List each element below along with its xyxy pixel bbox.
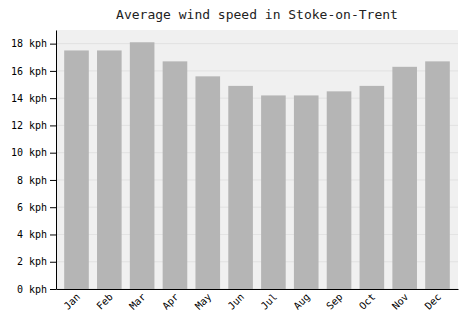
x-tick: Oct [357,291,378,312]
y-tick-label: 2 kph [17,256,47,267]
y-tick-mark [50,262,56,263]
y-tick: 2 kph [17,256,56,267]
x-axis-line [57,289,459,290]
x-tick-label: Feb [94,291,115,312]
bar [261,95,286,289]
grid [56,44,458,289]
plot-background [56,30,458,289]
x-tick: Jun [226,291,247,312]
y-tick-mark [50,234,56,235]
x-tick-label: Aug [291,291,312,312]
chart-root: 0 kph 2 kph 4 kph 6 kph 8 kph 10 kph 12 kph 14 … [0,0,474,331]
plot: 0 kph 2 kph 4 kph 6 kph 8 kph 10 kph 12 kph 14 … [11,30,459,312]
bar [163,61,188,289]
y-tick-label: 10 kph [11,147,47,158]
y-tick: 12 kph [11,120,56,131]
x-tick-label: Jun [226,291,247,312]
bar [294,95,319,289]
bar [64,50,89,289]
y-tick-mark [50,207,56,208]
bar [425,61,450,289]
y-axis: 0 kph 2 kph 4 kph 6 kph 8 kph 10 kph 12 kph 14 … [11,31,57,295]
y-tick-label: 6 kph [17,202,47,213]
bars [64,42,450,289]
bar [228,86,253,289]
y-tick-mark [50,125,56,126]
y-tick-label: 0 kph [17,284,47,295]
y-tick-mark [50,289,56,290]
x-tick-label: Apr [160,291,181,312]
x-tick-label: Sep [324,291,345,312]
y-tick-label: 16 kph [11,66,47,77]
y-tick-mark [50,180,56,181]
y-tick-label: 12 kph [11,120,47,131]
y-tick: 16 kph [11,66,56,77]
x-tick-label: Nov [390,291,411,312]
x-tick-label: Jan [62,291,83,312]
y-tick: 8 kph [17,175,56,186]
x-axis: Jan Feb Mar Apr May Jun Jul Aug Sep Oct Nov Dec [57,290,459,312]
x-tick: Jul [259,291,280,312]
y-tick: 18 kph [11,38,56,49]
grid-line [56,43,458,44]
x-tick: Jan [62,291,83,312]
x-tick: May [193,291,214,312]
y-tick-label: 8 kph [17,175,47,186]
x-tick: Feb [94,291,115,312]
x-tick: Mar [127,291,148,312]
bar [327,91,352,289]
y-tick-mark [50,44,56,45]
x-tick: Apr [160,291,181,312]
y-tick: 14 kph [11,93,56,104]
y-tick-label: 4 kph [17,229,47,240]
x-tick-label: Jul [259,291,280,312]
y-tick-mark [50,71,56,72]
x-tick: Aug [291,291,312,312]
bar [360,86,385,289]
bar [392,67,417,289]
x-tick: Dec [423,291,444,312]
x-tick-label: Dec [423,291,444,312]
y-tick-mark [50,153,56,154]
x-tick: Sep [324,291,345,312]
bar [97,50,122,289]
y-tick-label: 18 kph [11,38,47,49]
x-tick-label: May [193,291,214,312]
title: Average wind speed in Stoke-on-Trent [116,7,398,22]
y-tick-mark [50,98,56,99]
bar [130,42,155,289]
y-axis-line [56,31,57,290]
x-tick: Nov [390,291,411,312]
background [0,0,474,331]
y-tick: 6 kph [17,202,56,213]
bar [195,76,220,289]
y-tick-label: 14 kph [11,93,47,104]
y-tick: 4 kph [17,229,56,240]
y-tick: 0 kph [17,284,56,295]
y-tick: 10 kph [11,147,56,158]
x-tick-label: Oct [357,291,378,312]
x-tick-label: Mar [127,291,148,312]
